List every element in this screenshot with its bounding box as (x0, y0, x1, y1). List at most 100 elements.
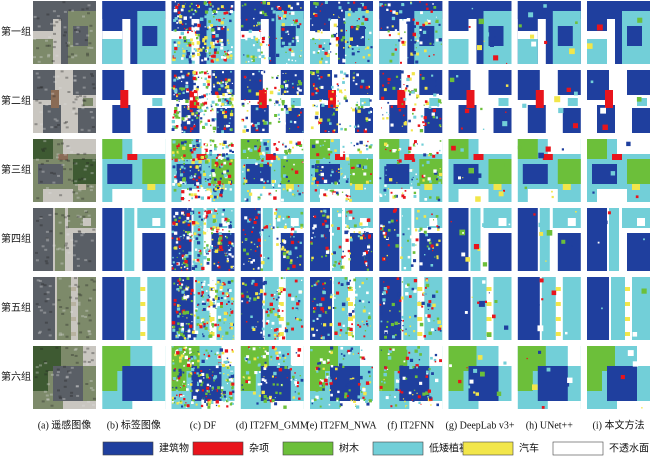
speckle (558, 107, 564, 114)
speckle (424, 49, 427, 53)
speckle (346, 211, 349, 214)
texture (79, 94, 82, 97)
speckle (269, 258, 273, 262)
speckle (451, 145, 456, 151)
speckle (425, 391, 429, 395)
speckle (342, 59, 346, 63)
texture (60, 142, 64, 145)
speckle (362, 252, 366, 256)
speckle (503, 361, 507, 365)
speckle (183, 106, 186, 108)
speckle (283, 156, 287, 160)
speckle (315, 70, 320, 74)
speckle (370, 46, 373, 49)
speckle (217, 321, 221, 325)
speckle (434, 238, 436, 241)
region (280, 159, 304, 184)
texture (69, 168, 73, 171)
speckle (394, 321, 398, 325)
speckle (292, 75, 296, 79)
speckle (201, 286, 203, 288)
speckle (199, 197, 202, 200)
region (517, 277, 540, 340)
texture (51, 92, 55, 95)
speckle (225, 3, 229, 6)
speckle (182, 352, 185, 355)
speckle (432, 154, 436, 158)
speckle (283, 174, 287, 178)
speckle (292, 86, 294, 89)
texture (39, 364, 42, 367)
speckle (569, 48, 575, 55)
speckle (408, 391, 412, 395)
region (429, 218, 438, 226)
speckle (351, 166, 354, 170)
speckle (436, 151, 439, 155)
texture (84, 259, 88, 262)
texture (85, 309, 89, 312)
speckle (215, 283, 217, 286)
speckle (201, 389, 204, 392)
speckle (202, 39, 205, 43)
speckle (419, 361, 422, 364)
speckle (344, 95, 347, 98)
texture (82, 215, 86, 218)
speckle (260, 154, 264, 159)
speckle (313, 297, 316, 300)
speckle (287, 332, 290, 335)
speckle (383, 281, 385, 283)
speckle (229, 322, 233, 326)
speckle (360, 391, 363, 393)
speckle (180, 329, 184, 333)
speckle (402, 325, 404, 327)
speckle (215, 173, 217, 175)
speckle (180, 94, 184, 97)
speckle (281, 41, 285, 45)
speckle (337, 88, 340, 91)
speckle (268, 44, 270, 47)
speckle (278, 6, 282, 10)
region (53, 19, 61, 64)
speckle (328, 153, 331, 156)
speckle (321, 255, 323, 258)
speckle (209, 393, 211, 395)
speckle (433, 43, 435, 45)
speckle (183, 288, 185, 290)
speckle (193, 166, 195, 168)
speckle (206, 338, 208, 340)
speckle (281, 246, 285, 250)
region (140, 302, 146, 306)
speckle (227, 259, 229, 261)
speckle (251, 55, 255, 59)
speckle (292, 375, 295, 379)
speckle (406, 85, 409, 88)
speckle (248, 29, 252, 33)
speckle (259, 289, 264, 294)
speckle (363, 172, 367, 176)
speckle (179, 360, 182, 363)
speckle (334, 181, 338, 185)
speckle (280, 243, 282, 245)
speckle (288, 365, 292, 369)
region (637, 218, 645, 226)
speckle (322, 99, 324, 101)
speckle (228, 255, 231, 258)
speckle (251, 58, 255, 62)
region (389, 105, 408, 133)
speckle (182, 261, 185, 264)
speckle (292, 37, 295, 40)
speckle (201, 218, 203, 221)
speckle (429, 196, 432, 199)
speckle (230, 51, 233, 53)
speckle (335, 95, 337, 97)
speckle (184, 351, 186, 353)
region (607, 19, 615, 64)
speckle (194, 114, 197, 117)
speckle (415, 36, 417, 38)
speckle (255, 56, 257, 59)
region (493, 184, 502, 190)
speckle (361, 226, 364, 229)
speckle (260, 139, 263, 142)
speckle (186, 296, 189, 299)
speckle (428, 331, 432, 335)
